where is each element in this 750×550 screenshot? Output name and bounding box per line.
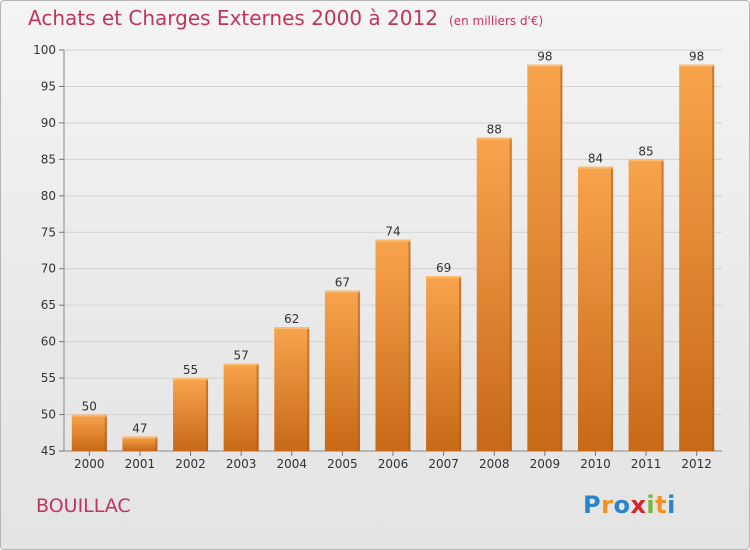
bar-top-edge [527,64,563,67]
bar-edge [408,239,411,451]
y-axis-ticks: 45 50 55 60 65 70 75 80 85 90 95 100 [33,43,64,458]
data-label: 57 [234,349,249,363]
x-tick-label: 2011 [631,457,662,471]
data-label: 67 [335,276,350,290]
bars [71,64,715,451]
bar-edge [307,327,310,451]
data-label: 62 [284,312,299,326]
y-tick-label: 65 [41,298,56,312]
x-tick-label: 2012 [681,457,712,471]
x-tick-label: 2001 [125,457,156,471]
bar-top-edge [476,137,512,140]
bar-top-edge [173,378,209,381]
bar-top-edge [324,290,360,293]
logo-letter: x [630,491,647,519]
y-tick-label: 85 [41,152,56,166]
bar [122,436,158,451]
bar-edge [256,363,259,451]
bar-edge [206,378,209,451]
bar-edge [661,159,664,451]
bar-top-edge [628,159,664,162]
x-tick-label: 2007 [428,457,459,471]
y-tick-label: 55 [41,371,56,385]
bar-top-edge [223,363,259,366]
logo-letter: i [646,491,656,519]
y-tick-label: 100 [33,43,56,57]
y-tick-label: 70 [41,262,56,276]
logo-letter: r [601,491,614,519]
bar [71,414,107,451]
data-label: 47 [132,421,147,435]
data-label: 85 [638,144,653,158]
data-label: 69 [436,261,451,275]
bar-top-edge [577,166,613,169]
x-tick-label: 2000 [74,457,105,471]
data-label: 98 [537,50,552,64]
x-tick-label: 2005 [327,457,358,471]
bar [223,363,259,451]
x-tick-label: 2008 [479,457,510,471]
logo-letter: P [583,491,602,519]
bar [476,137,512,451]
x-tick-label: 2006 [378,457,409,471]
bar-edge [509,137,512,451]
bar-edge [357,290,360,451]
bar-top-edge [679,64,715,67]
x-tick-label: 2004 [276,457,307,471]
data-label: 74 [385,225,400,239]
logo-letter: i [667,491,676,519]
proxiti-logo: Proxiti [583,491,676,519]
bar-edge [155,436,158,451]
bar [173,378,209,451]
y-tick-label: 75 [41,225,56,239]
bar [527,64,563,451]
data-label: 50 [82,400,97,414]
bar [426,276,462,451]
bar [679,64,715,451]
y-tick-label: 50 [41,408,56,422]
logo-letter: o [613,491,631,519]
data-label: 55 [183,363,198,377]
y-tick-label: 45 [41,444,56,458]
bar [375,239,411,451]
bar [628,159,664,451]
bar-edge [610,166,613,451]
bar-edge [104,414,107,451]
data-label: 98 [689,50,704,64]
x-tick-label: 2009 [530,457,561,471]
x-tick-label: 2002 [175,457,206,471]
title-row: Achats et Charges Externes 2000 à 2012 (… [28,6,543,30]
data-label: 84 [588,152,603,166]
bar-top-edge [71,414,107,417]
x-tick-label: 2010 [580,457,611,471]
y-tick-label: 80 [41,189,56,203]
chart-title: Achats et Charges Externes 2000 à 2012 [28,6,438,30]
y-tick-label: 95 [41,79,56,93]
bar-edge [459,276,462,451]
bar-top-edge [122,436,158,439]
bar [274,327,310,451]
bar [577,166,613,451]
bar-edge [712,64,715,451]
logo-letter: t [655,491,668,519]
x-axis-ticks: 2000 2001 2002 2003 2004 2005 2006 2007 2008 2009… [74,451,712,471]
x-tick-label: 2003 [226,457,257,471]
bar-edge [560,64,563,451]
chart-subtitle: (en milliers d'€) [449,14,544,28]
bar-top-edge [375,239,411,242]
bar-top-edge [274,327,310,330]
y-tick-label: 60 [41,335,56,349]
commune-name: BOUILLAC [36,495,131,517]
data-labels: 50 47 55 57 62 67 74 69 88 98 84 85 98 [82,50,705,436]
y-tick-label: 90 [41,116,56,130]
data-label: 88 [487,122,502,136]
bar-top-edge [426,276,462,279]
bar [324,290,360,451]
